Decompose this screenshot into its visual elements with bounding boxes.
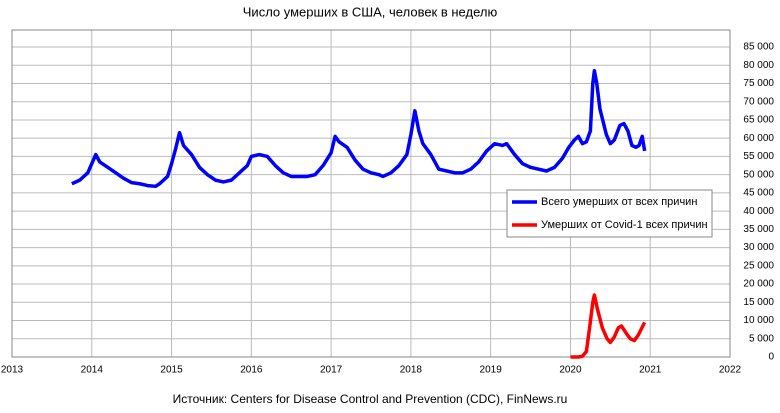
- x-tick-label: 2014: [81, 365, 104, 376]
- y-tick-label: 0: [768, 352, 774, 363]
- legend-label: Всего умерших от всех причин: [541, 196, 697, 208]
- y-tick-label: 50 000: [743, 169, 774, 180]
- y-tick-label: 55 000: [743, 151, 774, 162]
- x-tick-label: 2021: [639, 365, 662, 376]
- y-tick-label: 15 000: [743, 297, 774, 308]
- y-tick-label: 65 000: [743, 115, 774, 126]
- y-tick-label: 5 000: [749, 333, 774, 344]
- y-tick-label: 75 000: [743, 78, 774, 89]
- y-tick-label: 20 000: [743, 279, 774, 290]
- x-tick-label: 2015: [160, 365, 183, 376]
- x-tick-label: 2013: [1, 365, 24, 376]
- y-tick-label: 10 000: [743, 315, 774, 326]
- y-tick-label: 35 000: [743, 224, 774, 235]
- x-tick-label: 2016: [240, 365, 263, 376]
- y-tick-label: 85 000: [743, 42, 774, 53]
- x-tick-label: 2022: [719, 365, 742, 376]
- y-tick-label: 40 000: [743, 206, 774, 217]
- x-tick-label: 2019: [480, 365, 503, 376]
- y-tick-label: 45 000: [743, 188, 774, 199]
- chart-title: Число умерших в США, человек в неделю: [243, 4, 498, 19]
- legend-box: [506, 189, 713, 238]
- y-tick-label: 30 000: [743, 242, 774, 253]
- plot-frame: [11, 29, 731, 358]
- x-tick-label: 2018: [400, 365, 423, 376]
- series-line: [71, 68, 647, 189]
- y-tick-label: 60 000: [743, 133, 774, 144]
- chart-source: Источник: Centers for Disease Control an…: [173, 392, 568, 406]
- x-tick-label: 2020: [559, 365, 582, 376]
- x-tick-label: 2017: [320, 365, 343, 376]
- legend-label: Умерших от Covid-1 всех причин: [541, 219, 708, 231]
- series-line: [570, 293, 647, 359]
- y-tick-label: 70 000: [743, 96, 774, 107]
- y-tick-label: 25 000: [743, 260, 774, 271]
- y-tick-label: 80 000: [743, 60, 774, 71]
